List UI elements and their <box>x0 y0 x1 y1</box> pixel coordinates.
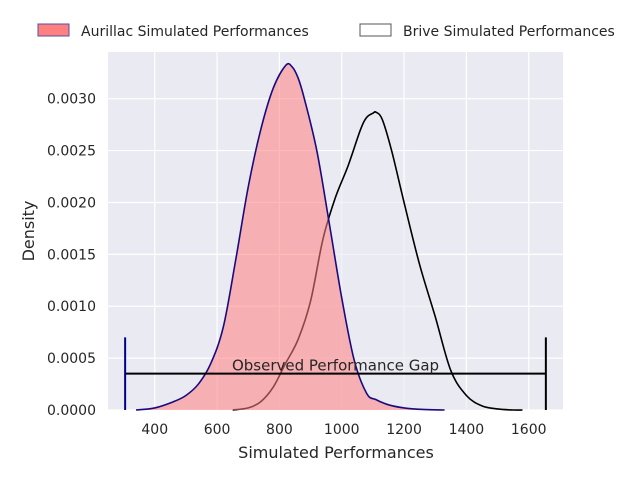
legend-label-aurillac: Aurillac Simulated Performances <box>81 24 309 40</box>
y-axis-label: Density <box>19 201 38 262</box>
x-tick-label: 600 <box>204 422 231 438</box>
y-tick-label: 0.0020 <box>47 195 96 211</box>
y-tick-label: 0.0005 <box>47 351 96 367</box>
legend-swatch-brive <box>359 23 392 37</box>
series-area-aurillac <box>136 63 445 410</box>
gap-annotation: Observed Performance Gap <box>124 337 547 410</box>
x-tick-labels: 400 600 800 1000 1200 1400 1600 <box>141 422 546 438</box>
y-tick-label: 0.0000 <box>47 403 96 419</box>
y-tick-label: 0.0030 <box>47 92 96 108</box>
y-tick-label: 0.0015 <box>47 247 96 263</box>
legend: Aurillac Simulated Performances Brive Si… <box>37 23 615 40</box>
y-tick-label: 0.0010 <box>47 299 96 315</box>
x-tick-label: 1000 <box>324 422 360 438</box>
y-tick-label: 0.0025 <box>47 144 96 160</box>
series-line-aurillac <box>135 62 445 411</box>
x-tick-label: 1600 <box>511 422 547 438</box>
gap-annotation-label: Observed Performance Gap <box>232 357 439 375</box>
legend-swatch-aurillac <box>37 23 70 37</box>
y-tick-labels: 0.0000 0.0005 0.0010 0.0015 0.0020 0.0025 0.00… <box>47 92 96 419</box>
x-tick-label: 800 <box>266 422 293 438</box>
x-tick-label: 1400 <box>449 422 485 438</box>
x-axis-label: Simulated Performances <box>238 443 434 462</box>
series-layer <box>135 62 523 411</box>
x-tick-label: 400 <box>141 422 168 438</box>
legend-label-brive: Brive Simulated Performances <box>403 24 615 40</box>
x-tick-label: 1200 <box>386 422 422 438</box>
